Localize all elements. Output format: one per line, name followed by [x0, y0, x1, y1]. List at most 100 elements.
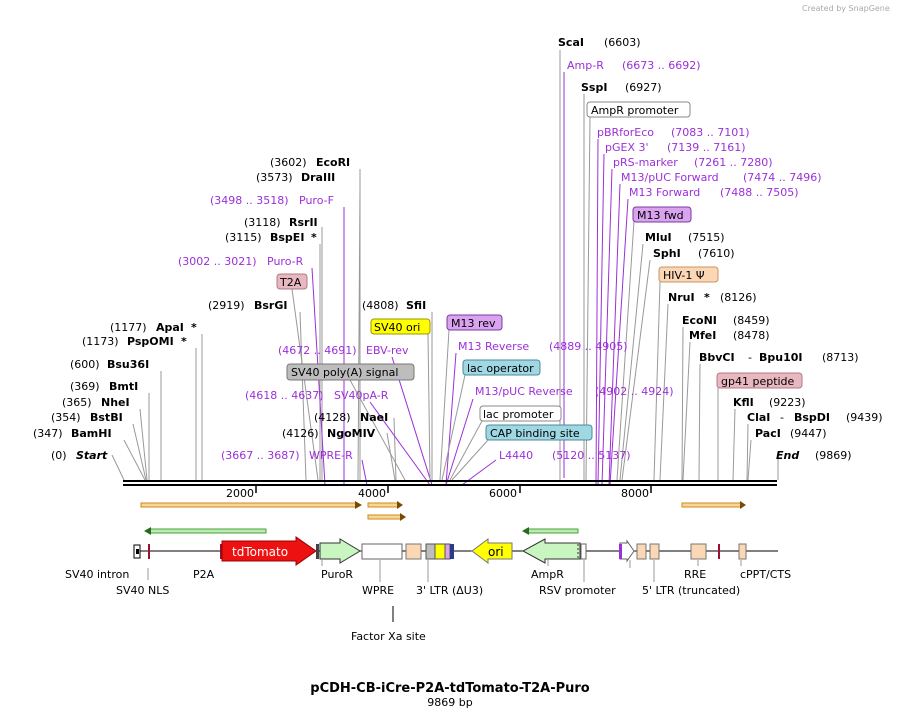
start-label: Start — [76, 449, 108, 462]
site-name: PspOMI — [127, 335, 174, 348]
site-name: MfeI — [689, 329, 716, 342]
site-name: NheI — [101, 396, 130, 409]
site-pos: (6603) — [604, 36, 641, 49]
primer-range: (4672 .. 4691) — [278, 344, 357, 357]
primer-range: (4618 .. 4637) — [245, 389, 324, 402]
site-pos: (8459) — [733, 314, 770, 327]
site-name: BamHI — [71, 427, 112, 440]
primer-name: M13/pUC Reverse — [475, 385, 573, 398]
primer-range: (7474 .. 7496) — [743, 171, 822, 184]
site-name: MluI — [645, 231, 672, 244]
site-name: Bsu36I — [107, 358, 149, 371]
site-name: BmtI — [109, 380, 138, 393]
primer-name: pRS-marker — [613, 156, 678, 169]
primer-range: (6673 .. 6692) — [622, 59, 701, 72]
primer-name: Puro-R — [267, 255, 304, 268]
feature-box-label: HIV-1 Ψ — [663, 269, 705, 282]
site-pos: (3573) — [256, 171, 293, 184]
axis-tick-label: 8000 — [621, 487, 649, 500]
site-pos: (347) — [33, 427, 63, 440]
site-pos: (9223) — [769, 396, 806, 409]
feature-label-3ltr: 3' LTR (ΔU3) — [416, 584, 483, 597]
site-name: SfiI — [406, 299, 426, 312]
site-pos: (3118) — [244, 216, 281, 229]
feature-box-label: gp41 peptide — [721, 375, 795, 388]
primer-name: pBRforEco — [597, 126, 654, 139]
site-pos: (365) — [62, 396, 92, 409]
site-pos: (7515) — [688, 231, 725, 244]
sequence-axis: 2000 4000 6000 8000 — [123, 480, 777, 500]
site-dash: - — [748, 351, 752, 364]
feature-label-cppt: cPPT/CTS — [740, 568, 791, 581]
primer-name: pGEX 3' — [605, 141, 649, 154]
site-name: NruI — [668, 291, 695, 304]
site-name: DraIII — [301, 171, 335, 184]
site-star: * — [191, 321, 197, 334]
plasmid-title: pCDH-CB-iCre-P2A-tdTomato-T2A-Puro — [310, 681, 590, 696]
feature-label-sv40-intron: SV40 intron — [65, 568, 129, 581]
start-pos: (0) — [51, 449, 67, 462]
site-pos: (8478) — [733, 329, 770, 342]
primer-range: (3498 .. 3518) — [210, 194, 289, 207]
site-pos: (2919) — [208, 299, 245, 312]
site-name: NaeI — [360, 411, 388, 424]
primer-name: M13 Reverse — [458, 340, 529, 353]
primer-range: (4889 .. 4905) — [549, 340, 628, 353]
primer-range: (7139 .. 7161) — [667, 141, 746, 154]
end-label: End — [776, 449, 799, 462]
primer-name: Amp-R — [567, 59, 604, 72]
site-name: EcoNI — [682, 314, 717, 327]
feature-box-label: CAP binding site — [490, 427, 580, 440]
site-name: BstBI — [90, 411, 123, 424]
feature-labels: SV40 intron SV40 NLS P2A PuroR WPRE Fact… — [65, 560, 791, 643]
site-pos: (4808) — [362, 299, 399, 312]
site-name: SphI — [653, 247, 681, 260]
site-leader-lines — [111, 50, 779, 481]
primer-range: (7261 .. 7280) — [694, 156, 773, 169]
site-name: ScaI — [558, 36, 584, 49]
primer-name: M13/pUC Forward — [621, 171, 719, 184]
primer-name: WPRE-R — [309, 449, 353, 462]
feature-label-rre: RRE — [684, 568, 706, 581]
feature-label-wpre: WPRE — [362, 584, 394, 597]
feature-box-label: lac promoter — [483, 408, 554, 421]
site-name: BspEI — [270, 231, 304, 244]
restriction-sites: ScaI (6603) SspI (6927) (3602) EcoRI (35… — [33, 36, 883, 462]
axis-tick-label: 2000 — [226, 487, 254, 500]
primer-range: (4902 .. 4924) — [595, 385, 674, 398]
site-pos: (369) — [70, 380, 100, 393]
site-name: PacI — [755, 427, 781, 440]
site-pos: (9439) — [846, 411, 883, 424]
tdTomato-arrow — [221, 536, 317, 566]
site-star: * — [704, 291, 710, 304]
site-pos: (3602) — [270, 156, 307, 169]
site-pos: (6927) — [625, 81, 662, 94]
primer-labels: Amp-R (6673 .. 6692) (3498 .. 3518) Puro… — [178, 59, 822, 462]
site-pos: (1173) — [82, 335, 119, 348]
axis-tick-label: 4000 — [358, 487, 386, 500]
site-dash: - — [780, 411, 784, 424]
end-pos: (9869) — [815, 449, 852, 462]
site-name: BspDI — [794, 411, 830, 424]
feature-label-5ltr: 5' LTR (truncated) — [642, 584, 740, 597]
plasmid-length: 9869 bp — [427, 696, 472, 709]
feature-leader-lines — [291, 116, 719, 481]
feature-label-puror: PuroR — [321, 568, 353, 581]
feature-label-sv40-nls: SV40 NLS — [116, 584, 169, 597]
site-pos: (1177) — [110, 321, 147, 334]
primer-range: (3667 .. 3687) — [221, 449, 300, 462]
feature-box-label: SV40 ori — [374, 321, 420, 334]
feature-label-p2a: P2A — [193, 568, 215, 581]
feature-box-label: AmpR promoter — [591, 104, 679, 117]
ori-label: ori — [488, 545, 504, 559]
primer-range: (7488 .. 7505) — [720, 186, 799, 199]
orf-arrows — [140, 501, 746, 535]
site-name: ApaI — [156, 321, 184, 334]
site-name: SspI — [581, 81, 607, 94]
boxed-features: AmpR promoter M13 fwd HIV-1 Ψ T2A SV40 o… — [276, 101, 803, 441]
site-pos: (4126) — [282, 427, 319, 440]
primer-range: (5120 .. 5137) — [552, 449, 631, 462]
site-pos: (8713) — [822, 351, 859, 364]
site-name: BbvCI — [699, 351, 735, 364]
